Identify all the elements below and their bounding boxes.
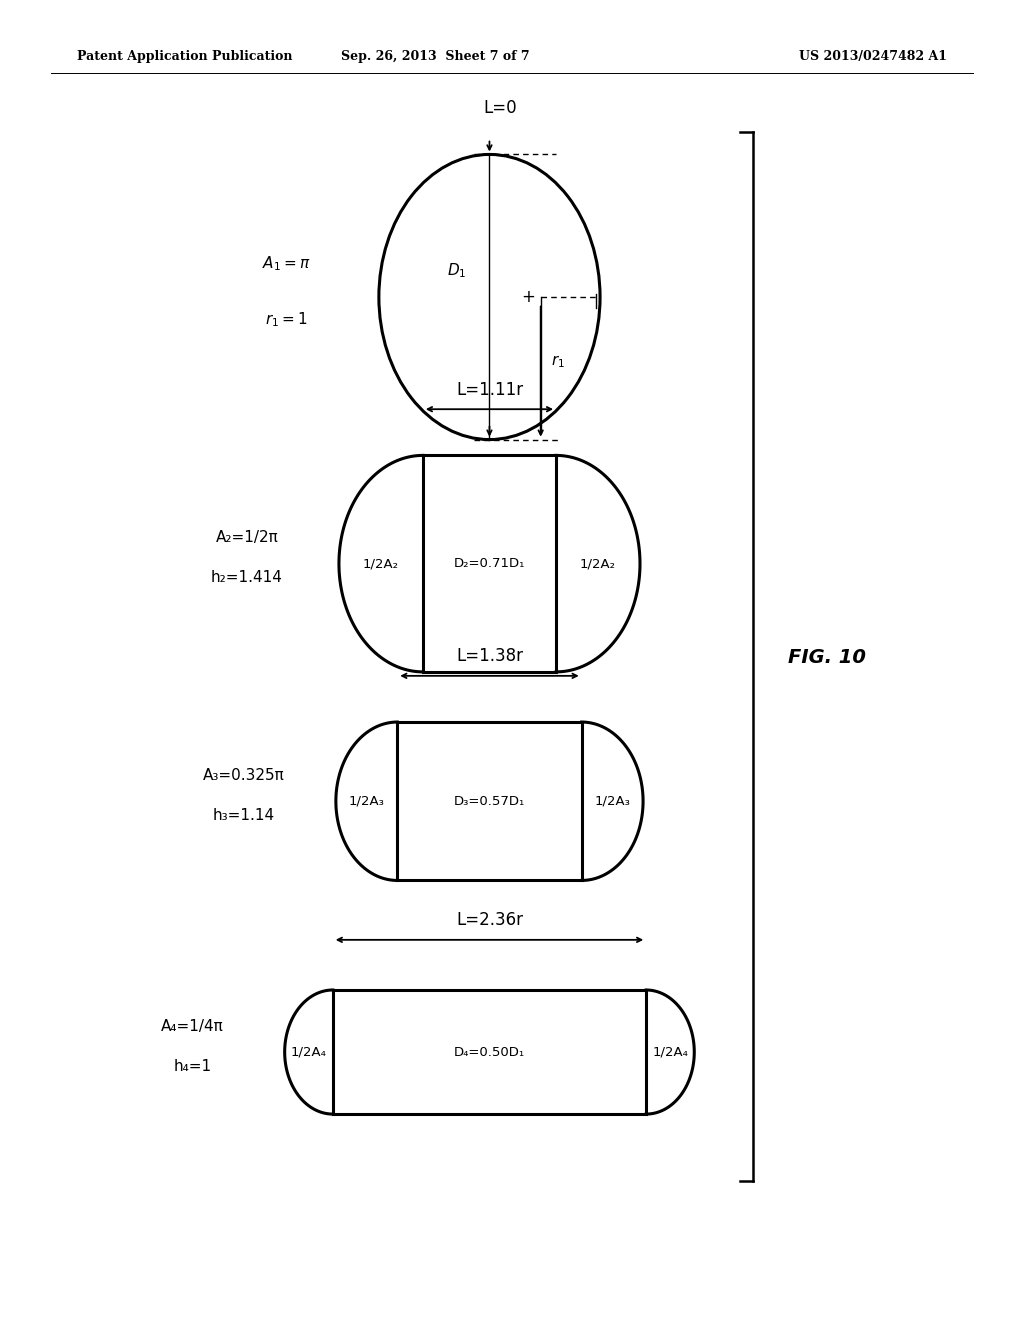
Text: h₄=1: h₄=1 [173,1059,212,1073]
Text: Patent Application Publication: Patent Application Publication [77,50,292,63]
Text: D₂=0.71D₁: D₂=0.71D₁ [454,557,525,570]
Text: $A_1=\pi$: $A_1=\pi$ [262,255,311,273]
Text: L=1.11r: L=1.11r [456,380,523,399]
Text: +: + [521,288,536,306]
Text: L=2.36r: L=2.36r [456,911,523,929]
Text: L=0: L=0 [483,99,516,117]
Text: 1/2A₄: 1/2A₄ [291,1045,327,1059]
Text: 1/2A₄: 1/2A₄ [652,1045,688,1059]
Text: L=1.38r: L=1.38r [456,647,523,665]
Text: US 2013/0247482 A1: US 2013/0247482 A1 [799,50,947,63]
Text: $r_1$: $r_1$ [551,352,565,370]
Text: 1/2A₂: 1/2A₂ [580,557,616,570]
Text: 1/2A₃: 1/2A₃ [594,795,631,808]
Text: D₃=0.57D₁: D₃=0.57D₁ [454,795,525,808]
Text: $D_1$: $D_1$ [447,261,467,280]
Text: D₄=0.50D₁: D₄=0.50D₁ [454,1045,525,1059]
Text: $r_1=1$: $r_1=1$ [265,310,308,329]
Text: Sep. 26, 2013  Sheet 7 of 7: Sep. 26, 2013 Sheet 7 of 7 [341,50,529,63]
Text: A₃=0.325π: A₃=0.325π [203,768,285,783]
Text: A₂=1/2π: A₂=1/2π [215,531,279,545]
Text: 1/2A₂: 1/2A₂ [362,557,399,570]
Text: h₂=1.414: h₂=1.414 [211,570,283,585]
Text: 1/2A₃: 1/2A₃ [348,795,385,808]
Text: A₄=1/4π: A₄=1/4π [161,1019,224,1034]
Text: FIG. 10: FIG. 10 [788,648,866,667]
Text: h₃=1.14: h₃=1.14 [213,808,274,822]
